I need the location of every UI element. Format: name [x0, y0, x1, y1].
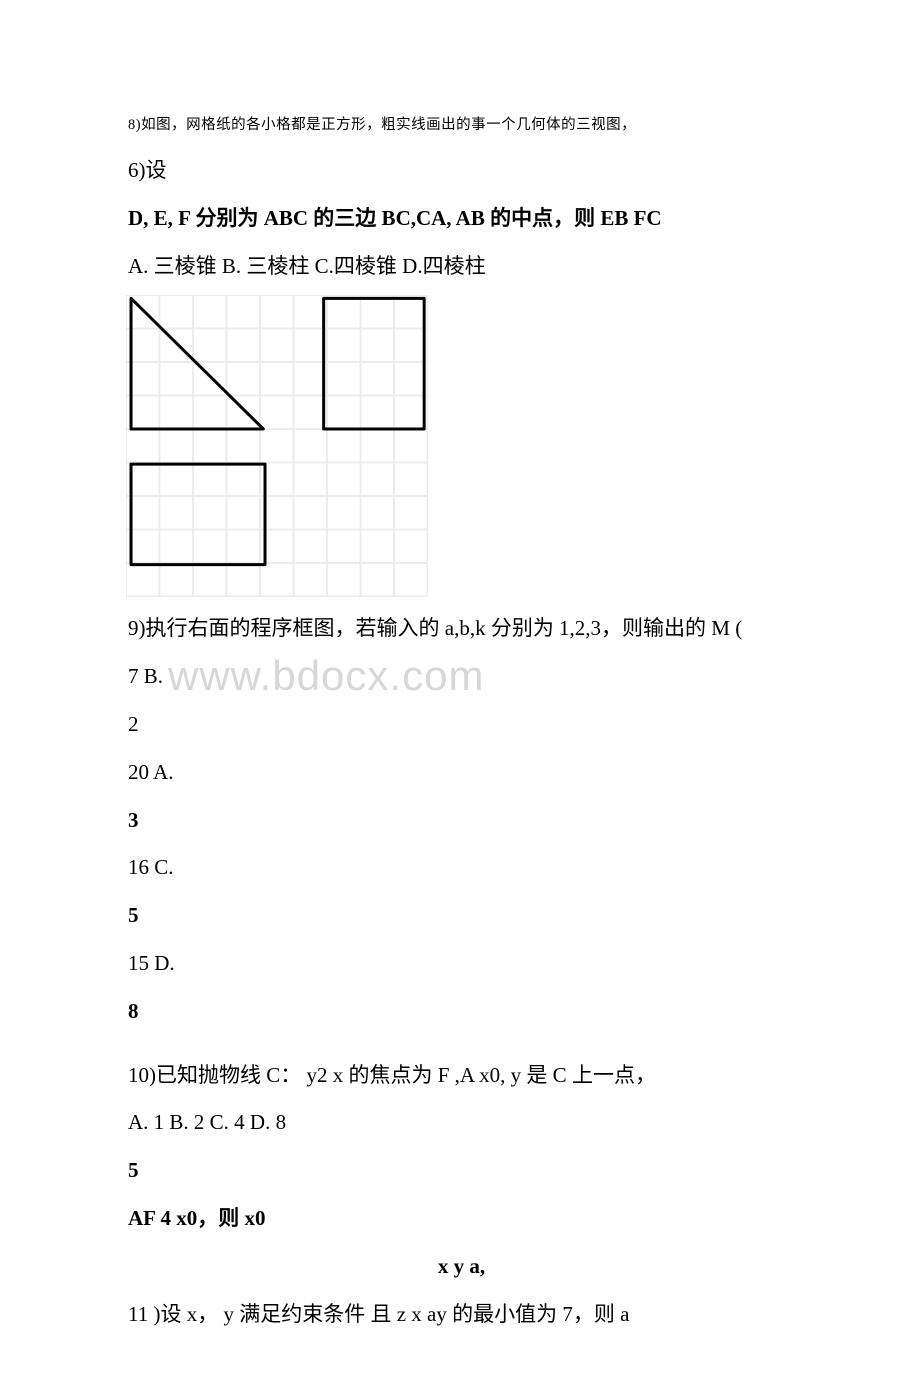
q11-header: x y a,: [128, 1248, 795, 1286]
three-view-figure: [126, 295, 795, 602]
abcd-choices: A. 三棱锥 B. 三棱柱 C.四棱锥 D.四棱柱: [128, 248, 795, 286]
grid-lines: [126, 295, 428, 597]
q9-opt-c-num: 16 C.: [128, 849, 795, 887]
q9-opt-d-den: 8: [128, 993, 795, 1031]
side-view-rectangle: [324, 299, 425, 430]
q9-line: 9)执行右面的程序框图，若输入的 a,b,k 分别为 1,2,3，则输出的 M …: [128, 610, 795, 648]
q6-bold-line: D, E, F 分别为 ABC 的三边 BC,CA, AB 的中点，则 EB F…: [128, 200, 795, 238]
q10-line2: A. 1 B. 2 C. 4 D. 8: [128, 1104, 795, 1142]
q9-opt-b-den: 2: [128, 706, 795, 744]
q6-line: 6)设: [128, 152, 795, 190]
q9-opt-a-num: 20 A.: [128, 754, 795, 792]
top-view-rectangle: [131, 465, 265, 566]
front-view-right-triangle: [131, 299, 263, 430]
q9-opt-b-num: 7 B.: [128, 658, 795, 696]
q9-opt-a-den: 3: [128, 802, 795, 840]
q10-line4: AF 4 x0，则 x0: [128, 1200, 795, 1238]
figure-svg: [126, 295, 428, 597]
q9-opt-c-den: 5: [128, 897, 795, 935]
q10-line1: 10)已知抛物线 C： y2 x 的焦点为 F ,A x0, y 是 C 上一点…: [128, 1057, 795, 1095]
q10-line3: 5: [128, 1152, 795, 1190]
q8-prompt: 8)如图，网格纸的各小格都是正方形，粗实线画出的事一个几何体的三视图，: [128, 112, 795, 138]
q9-opt-d-num: 15 D.: [128, 945, 795, 983]
q11-line: 11 )设 x， y 满足约束条件 且 z x ay 的最小值为 7，则 a: [128, 1296, 795, 1334]
